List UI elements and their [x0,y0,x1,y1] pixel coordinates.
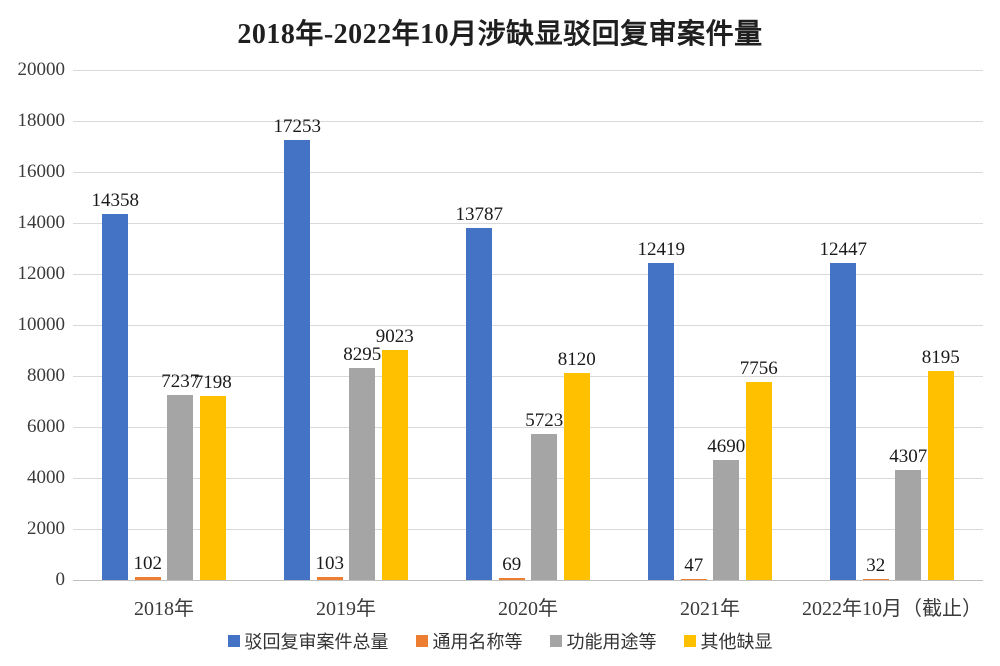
legend-color-swatch [683,635,696,647]
legend-color-swatch [415,635,428,647]
bar-value-label: 8195 [921,347,960,369]
y-axis-tick-label: 10000 [17,314,66,335]
bar-value-label: 14358 [91,189,140,211]
bar [134,577,161,580]
gridline [73,273,983,275]
legend-item: 功能用途等 [549,628,657,654]
bar [927,371,954,580]
y-axis-tick-label: 2000 [27,518,65,539]
legend-label: 功能用途等 [566,632,657,652]
bar-value-label: 9023 [375,325,414,347]
y-axis-tick-label: 18000 [17,110,66,131]
x-axis-category-label: 2020年 [498,598,558,620]
legend-color-swatch [549,635,562,647]
bar-value-label: 13787 [455,204,504,226]
bar [745,382,772,580]
bar-value-label: 7756 [739,358,778,380]
gridline [73,375,983,377]
y-axis-tick-label: 8000 [27,365,65,386]
bar [895,470,922,580]
bar [563,372,590,580]
y-axis-tick-label: 20000 [17,59,66,80]
bar-value-label: 12447 [819,238,868,260]
gridline [73,528,983,530]
gridline [73,324,983,326]
bar [498,578,525,580]
legend: 驳回复审案件总量 通用名称等 功能用途等 其他缺显 [0,628,1000,654]
plot-area: 14358 102 7237 7198 17253 103 8295 9023 13787 69 5… [73,69,983,581]
legend-item: 驳回复审案件总量 [227,628,389,654]
x-axis-category-label: 2019年 [316,598,376,620]
gridline [73,120,983,122]
bar [199,396,226,580]
legend-label: 通用名称等 [432,632,523,652]
y-axis-tick-label: 16000 [17,161,66,182]
legend-label: 驳回复审案件总量 [244,632,389,652]
bar [713,460,740,580]
bar [167,395,194,580]
bar [381,349,408,580]
bar [680,578,707,580]
bar [316,577,343,580]
bar [466,228,493,580]
bar-value-label: 69 [502,554,522,576]
bar [102,213,129,580]
bar-value-label: 12419 [637,239,686,261]
legend-item: 通用名称等 [415,628,523,654]
x-axis-category-label: 2018年 [134,598,194,620]
bar [648,263,675,580]
bar-value-label: 47 [684,554,704,576]
bar-value-label: 5723 [525,410,564,432]
legend-label: 其他缺显 [700,632,773,652]
bar-value-label: 32 [866,555,886,577]
bar-value-label: 4690 [707,436,746,458]
legend-item: 其他缺显 [683,628,773,654]
bar-value-label: 102 [133,553,163,575]
legend-color-swatch [227,635,240,647]
bar-value-label: 17253 [273,116,322,138]
y-axis-tick-label: 6000 [27,416,65,437]
bar-value-label: 8120 [557,348,596,370]
gridline [73,426,983,428]
y-axis-tick-label: 4000 [27,467,65,488]
y-axis-tick-label: 12000 [17,263,66,284]
x-axis-category-label: 2021年 [680,598,740,620]
bar-value-label: 7237 [161,371,200,393]
bar [830,262,857,580]
y-axis-tick-label: 14000 [17,212,66,233]
bar [284,140,311,580]
bar-value-label: 103 [315,553,345,575]
gridline [73,579,983,581]
bar [531,434,558,580]
gridline [73,171,983,173]
bar-value-label: 8295 [343,344,382,366]
gridline [73,477,983,479]
bar [862,579,889,580]
gridline [73,69,983,71]
bar-value-label: 7198 [193,372,232,394]
y-axis-tick-label: 0 [55,569,66,590]
gridline [73,222,983,224]
bar [349,368,376,580]
bar-value-label: 4307 [889,446,928,468]
chart-title: 2018年-2022年10月涉缺显驳回复审案件量 [237,19,763,50]
x-axis-category-label: 2022年10月（截止） [802,598,982,620]
